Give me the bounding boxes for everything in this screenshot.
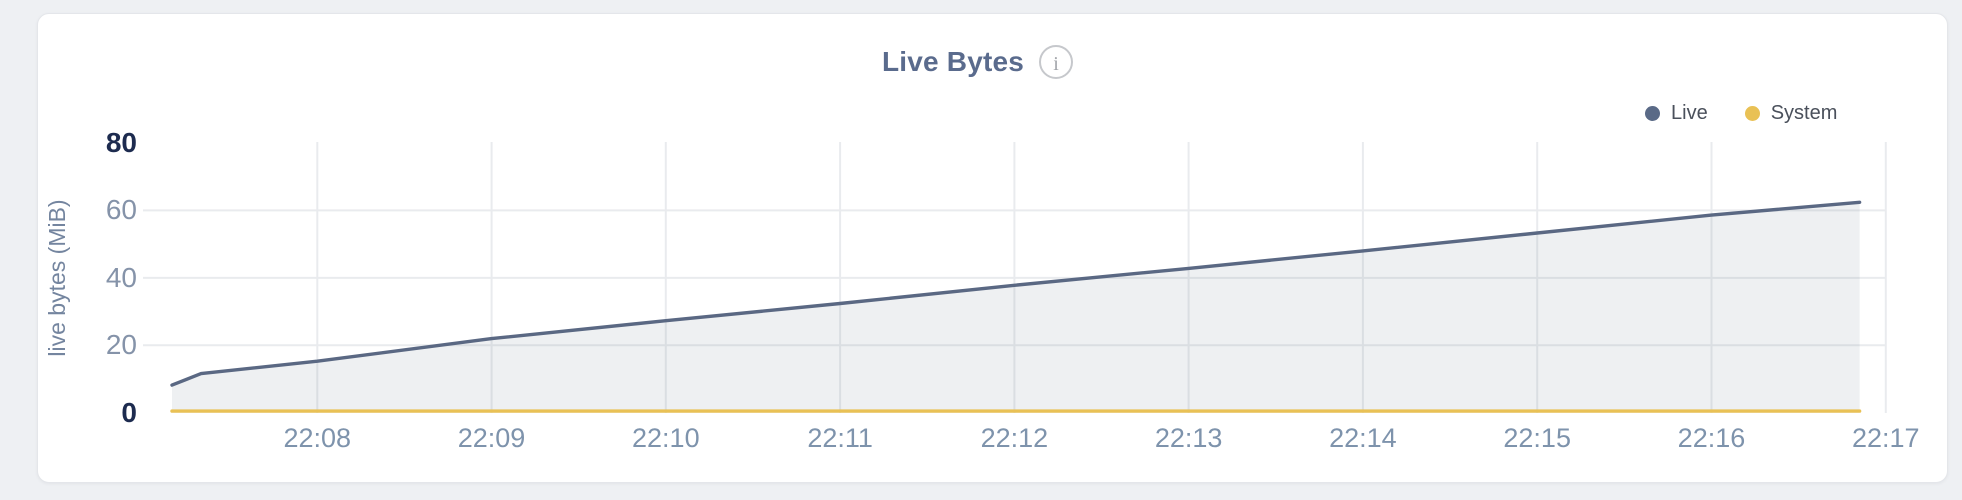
x-tick-label: 22:14 (1329, 423, 1397, 453)
x-tick-label: 22:15 (1503, 423, 1571, 453)
legend-label: Live (1671, 101, 1708, 124)
legend-dot-live-icon (1645, 105, 1660, 121)
legend-item-system[interactable]: System (1744, 101, 1838, 125)
info-icon[interactable]: i (1039, 44, 1074, 79)
x-tick-label: 22:09 (457, 423, 526, 453)
y-tick-label: 0 (121, 396, 137, 428)
legend: Live System (1645, 101, 1837, 125)
y-tick-label: 80 (105, 126, 137, 158)
legend-item-live[interactable]: Live (1645, 102, 1708, 125)
x-tick-label: 22:08 (283, 423, 352, 453)
y-tick-label: 60 (105, 194, 137, 226)
y-tick-label: 40 (105, 261, 137, 293)
x-tick-label: 22:11 (807, 423, 873, 453)
x-tick-label: 22:12 (980, 423, 1049, 453)
chart-card (37, 13, 1948, 483)
chart-header: Live Bytes i (882, 44, 1074, 79)
x-tick-label: 22:17 (1851, 423, 1920, 453)
x-tick-label: 22:16 (1677, 423, 1746, 453)
chart-title: Live Bytes (882, 45, 1025, 77)
legend-label: System (1770, 101, 1838, 124)
y-tick-label: 20 (105, 329, 137, 361)
x-tick-label: 22:13 (1154, 423, 1223, 453)
x-tick-label: 22:10 (632, 423, 700, 453)
legend-dot-system-icon (1744, 105, 1760, 121)
y-axis-title: live bytes (MiB) (44, 199, 70, 357)
